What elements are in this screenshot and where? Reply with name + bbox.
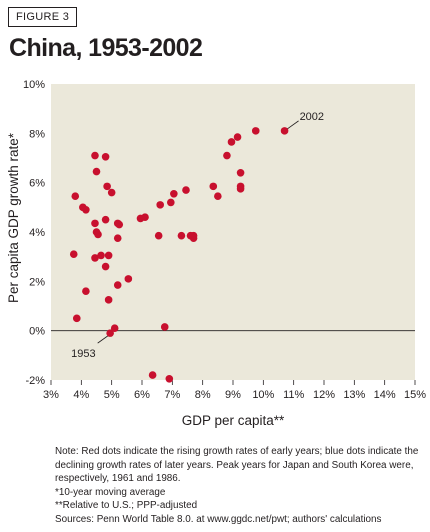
note-text: Note: Red dots indicate the rising growt… [55,446,419,485]
annotations: 1953 2002 [71,111,324,360]
y-tick-label: 10% [23,79,45,91]
sources-text: Sources: Penn World Table 8.0. at www.gg… [55,513,382,525]
x-tick-label: 11% [283,389,304,401]
x-tick-label: 3% [43,389,59,401]
data-points [69,127,289,383]
data-point [177,231,186,240]
x-tick-label: 7% [164,389,180,401]
notes-block: Note: Red dots indicate the rising growt… [55,445,427,527]
data-point [233,133,242,141]
data-point [209,182,218,191]
x-tick-label: 9% [225,389,241,401]
data-point [141,213,149,221]
data-point [71,192,80,201]
y-tick-label: 2% [29,276,45,288]
data-point [101,152,110,161]
data-point [214,192,222,201]
data-point [154,231,163,240]
data-point [167,198,175,207]
y-axis-label: Per capita GDP growth rate* [6,132,21,303]
data-point [72,314,81,323]
data-point [113,281,122,289]
x-tick-label: 8% [195,389,211,401]
data-point [103,182,111,191]
data-point [91,219,99,228]
data-point [82,287,90,296]
data-point [92,167,101,176]
data-point [107,188,116,197]
data-point [97,251,105,260]
x-tick-label: 6% [134,389,150,401]
chart-title: China, 1953-2002 [9,34,203,62]
x-tick-label: 12% [313,389,335,401]
annotation-label: 2002 [300,111,324,123]
data-point [160,323,169,331]
data-point [223,151,231,160]
y-tick-label: 6% [29,178,45,190]
footnote-relative-us: **Relative to U.S.; PPP-adjusted [55,500,198,512]
y-tick-label: 4% [29,227,45,239]
data-point [110,324,119,333]
data-point [236,185,245,193]
x-axis-label: GDP per capita** [182,413,285,428]
data-point [280,127,289,135]
x-tick-label: 15% [404,389,426,401]
figure-label: FIGURE 3 [8,7,78,27]
y-tick-label: 0% [29,326,45,338]
data-point [91,151,99,160]
scatter-chart: -2% 0% 2% 4% 6% 8% 10% 3% 4% 5% 6% 7% 8% 9% 10% 11% 12%… [6,79,426,428]
y-tick-label: -2% [25,375,45,387]
data-point [182,186,190,194]
x-tick-label: 14% [374,389,396,401]
data-point [106,329,114,337]
data-point [104,251,113,260]
data-point [69,250,78,258]
data-point [227,138,236,146]
x-axis-ticks: 3% 4% 5% 6% 7% 8% 9% 10% 11% 12% 13% 14% 15% [43,380,426,401]
y-axis-ticks: -2% 0% 2% 4% 6% 8% 10% [23,79,45,387]
data-point [101,215,110,224]
data-point [82,206,90,214]
plot-background [51,84,415,380]
annotation-label: 1953 [71,348,95,360]
data-point [189,234,198,242]
data-point [148,371,157,379]
data-point [115,220,124,229]
data-point [170,189,178,198]
x-tick-label: 4% [73,389,89,401]
data-point [101,262,110,271]
data-point [91,254,99,262]
footnote-moving-average: *10-year moving average [55,486,166,498]
data-point [236,169,245,177]
data-point [113,234,122,242]
data-point [165,374,174,383]
data-point [124,275,133,283]
y-tick-label: 8% [29,128,45,140]
x-tick-label: 5% [104,389,120,401]
x-tick-label: 13% [343,389,365,401]
data-point [94,230,102,239]
x-tick-label: 10% [252,389,274,401]
data-point [104,296,113,304]
data-point [251,127,260,135]
data-point [156,201,164,209]
